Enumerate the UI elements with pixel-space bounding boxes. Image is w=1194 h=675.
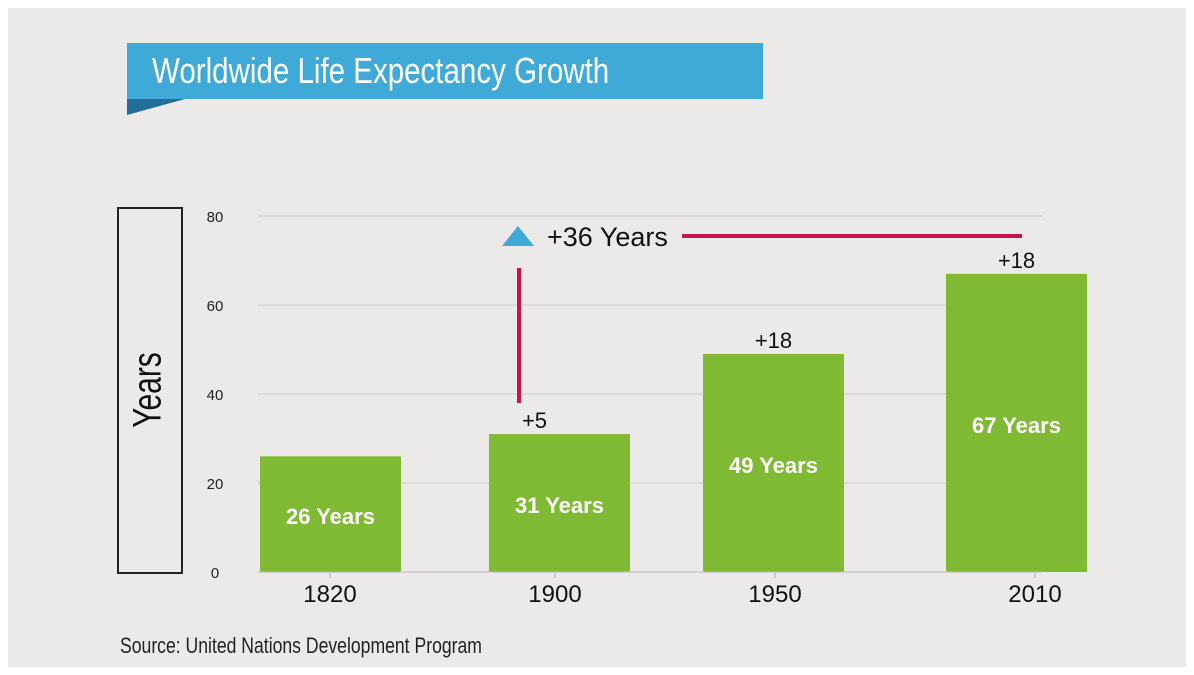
bar-value-label: 49 Years [729,453,818,478]
increase-label: +5 [522,408,547,433]
x-tick-label: 1820 [303,581,356,608]
y-tick-label: 40 [207,387,224,404]
y-tick-label: 60 [207,298,224,315]
bar-1900 [489,434,630,572]
bar-value-label: 26 Years [286,504,375,529]
source-note: Source: United Nations Development Progr… [120,633,482,658]
bar-1820 [260,456,401,572]
title-banner [127,43,763,99]
x-tick-label: 1900 [528,581,581,608]
growth-annotation: +36 Years [547,222,668,252]
chart-title: Worldwide Life Expectancy Growth [152,50,610,91]
increase-label: +18 [755,328,792,353]
x-tick-label: 1950 [748,581,801,608]
y-tick-label: 80 [207,209,224,226]
bar-value-label: 67 Years [972,413,1061,438]
x-tick-label: 2010 [1008,581,1061,608]
up-triangle-icon [502,226,534,246]
y-tick-label: 0 [211,565,219,582]
y-axis-label-box [117,207,183,574]
bar-1950 [703,353,844,572]
increase-label: +18 [998,248,1035,273]
y-tick-label: 20 [207,476,224,493]
bar-2010 [946,273,1087,572]
bar-value-label: 31 Years [515,493,604,518]
